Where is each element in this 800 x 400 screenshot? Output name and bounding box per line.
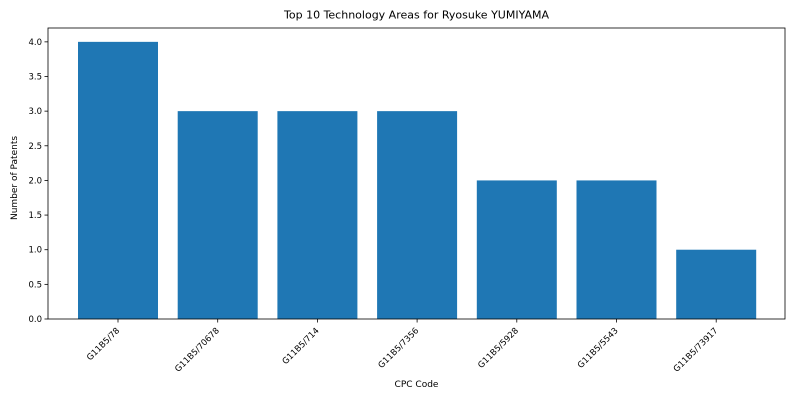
- x-axis-label: CPC Code: [395, 380, 439, 390]
- y-tick-label: 4.0: [28, 38, 42, 48]
- bar: [577, 180, 657, 319]
- x-tick-label: G11B5/714: [281, 326, 322, 367]
- chart-title: Top 10 Technology Areas for Ryosuke YUMI…: [283, 9, 549, 22]
- bar: [477, 180, 557, 319]
- y-axis-label: Number of Patents: [10, 136, 20, 220]
- bar: [277, 111, 357, 319]
- y-axis-ticks: 0.0 0.5 1.0 1.5 2.0 2.5 3.0 3.5 4.0: [28, 38, 48, 325]
- y-tick-label: 1.5: [28, 211, 42, 221]
- bar-chart: Top 10 Technology Areas for Ryosuke YUMI…: [0, 0, 800, 400]
- y-tick-label: 0.0: [28, 315, 42, 325]
- bar: [78, 42, 158, 319]
- x-tick-label: G11B5/7356: [377, 326, 422, 371]
- x-tick-label: G11B5/70678: [173, 326, 221, 374]
- y-tick-label: 0.5: [28, 280, 42, 290]
- y-tick-label: 3.0: [28, 107, 42, 117]
- bars-group: [78, 42, 756, 319]
- bar: [676, 250, 756, 319]
- bar: [377, 111, 457, 319]
- y-tick-label: 2.5: [28, 142, 42, 152]
- x-tick-label: G11B5/5543: [576, 326, 621, 371]
- y-tick-label: 3.5: [28, 73, 42, 83]
- x-tick-label: G11B5/73917: [672, 326, 720, 374]
- bar: [178, 111, 258, 319]
- y-tick-label: 1.0: [28, 246, 42, 256]
- x-axis-ticks: G11B5/78 G11B5/70678 G11B5/714 G11B5/7356 G1…: [85, 319, 720, 375]
- x-tick-label: G11B5/5928: [476, 326, 521, 371]
- y-tick-label: 2.0: [28, 176, 42, 186]
- x-tick-label: G11B5/78: [85, 326, 122, 363]
